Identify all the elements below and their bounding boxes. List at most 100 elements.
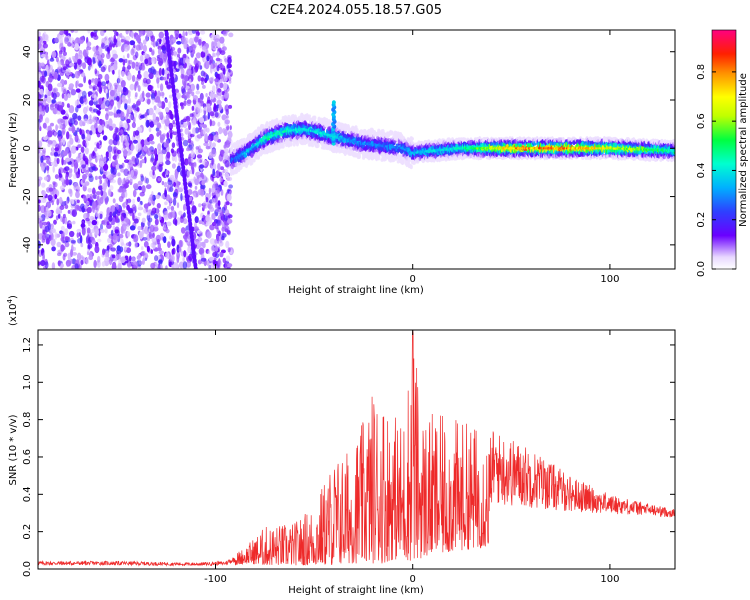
heatmap-cell	[54, 37, 59, 43]
heatmap-cell	[51, 50, 57, 59]
heatmap-cell	[54, 174, 59, 180]
heatmap-cell	[146, 245, 150, 253]
heatmap-cell	[75, 186, 80, 190]
heatmap-cell	[180, 193, 183, 202]
heatmap-cell	[112, 261, 117, 269]
heatmap-cell	[94, 228, 100, 236]
heatmap-cell	[130, 169, 134, 178]
heatmap-cell	[205, 145, 211, 150]
heatmap-cell	[74, 134, 79, 143]
heatmap-cell	[167, 179, 173, 185]
heatmap-cell	[39, 126, 42, 132]
heatmap-cell	[197, 189, 203, 196]
heatmap-cell	[91, 151, 97, 159]
heatmap-cell	[102, 248, 106, 256]
heatmap-cell	[51, 246, 56, 252]
heatmap-cell	[135, 80, 139, 88]
heatmap-cell	[114, 226, 120, 234]
heatmap-cell	[126, 231, 131, 238]
heatmap-cell	[210, 131, 216, 136]
heatmap-cell	[42, 43, 49, 49]
heatmap-cell	[166, 132, 170, 139]
heatmap-cell	[88, 175, 94, 183]
heatmap-cell	[110, 101, 114, 108]
heatmap-cell	[60, 46, 66, 53]
heatmap-cell	[130, 257, 136, 265]
heatmap-cell	[66, 131, 70, 140]
heatmap-cell	[150, 249, 153, 254]
heatmap-cell	[206, 231, 212, 239]
heatmap-cell	[106, 52, 111, 60]
heatmap-cell	[196, 154, 203, 159]
heatmap-cell	[210, 187, 216, 193]
heatmap-cell	[154, 218, 159, 226]
heatmap-cell	[200, 257, 207, 262]
heatmap-cell	[40, 260, 46, 267]
heatmap-cell	[165, 169, 169, 176]
heatmap-cell	[107, 179, 111, 188]
heatmap-cell	[72, 220, 76, 225]
heatmap-cell	[58, 167, 64, 174]
heatmap-cell	[70, 145, 77, 154]
heatmap-cell	[126, 224, 130, 231]
heatmap-cell	[144, 226, 149, 235]
heatmap-cell	[56, 206, 60, 213]
heatmap-cell	[47, 130, 53, 138]
heatmap-cell	[120, 129, 124, 135]
heatmap-cell	[107, 145, 113, 153]
heatmap-cell	[47, 83, 53, 92]
heatmap-cell	[38, 204, 41, 212]
heatmap-cell	[187, 245, 192, 254]
heatmap-cell	[215, 208, 221, 213]
heatmap-cell	[126, 204, 130, 211]
heatmap-cell	[59, 154, 63, 158]
heatmap-cell	[137, 225, 142, 231]
heatmap-cell	[126, 198, 132, 204]
heatmap-cell	[76, 127, 80, 133]
heatmap-cell	[68, 188, 72, 194]
heatmap-cell	[87, 243, 93, 249]
heatmap-cell	[85, 217, 90, 222]
heatmap-cell	[58, 51, 62, 58]
heatmap-cell	[316, 143, 320, 148]
heatmap-cell	[182, 261, 188, 269]
heatmap-cell	[121, 242, 125, 246]
heatmap-cell	[218, 258, 221, 266]
heatmap-cell	[187, 156, 192, 165]
heatmap-cell	[218, 103, 222, 111]
heatmap-cell	[125, 30, 129, 35]
heatmap-cell	[199, 243, 202, 248]
heatmap-cell	[71, 55, 75, 60]
heatmap-cell	[50, 238, 56, 247]
heatmap-cell	[80, 146, 85, 153]
heatmap-cell	[132, 102, 136, 111]
heatmap-cell	[157, 153, 164, 162]
heatmap-cell	[124, 159, 130, 164]
heatmap-cell	[137, 253, 141, 262]
heatmap-cell	[179, 102, 184, 107]
heatmap-cell	[156, 77, 160, 84]
heatmap-cell	[127, 262, 132, 268]
heatmap-cell	[65, 174, 69, 181]
heatmap-cell	[210, 245, 215, 252]
heatmap-cell	[89, 215, 95, 221]
heatmap-cell	[108, 42, 113, 51]
heatmap-cell	[307, 114, 311, 118]
heatmap-cell	[205, 214, 210, 222]
heatmap-cell	[115, 215, 119, 224]
heatmap-cell	[113, 34, 116, 43]
heatmap-cell	[71, 125, 75, 134]
heatmap-cell	[142, 44, 147, 53]
heatmap-cell	[136, 196, 141, 202]
heatmap-cell	[63, 150, 68, 156]
heatmap-cell	[157, 247, 162, 252]
heatmap-cell	[108, 152, 112, 159]
heatmap-cell	[86, 120, 90, 125]
heatmap-cell	[224, 140, 231, 148]
heatmap-cell	[101, 261, 106, 267]
heatmap-cell	[145, 30, 151, 34]
heatmap-cell	[42, 229, 46, 235]
heatmap-cell	[209, 139, 212, 147]
heatmap-cell	[162, 133, 166, 138]
heatmap-cell	[95, 191, 101, 196]
